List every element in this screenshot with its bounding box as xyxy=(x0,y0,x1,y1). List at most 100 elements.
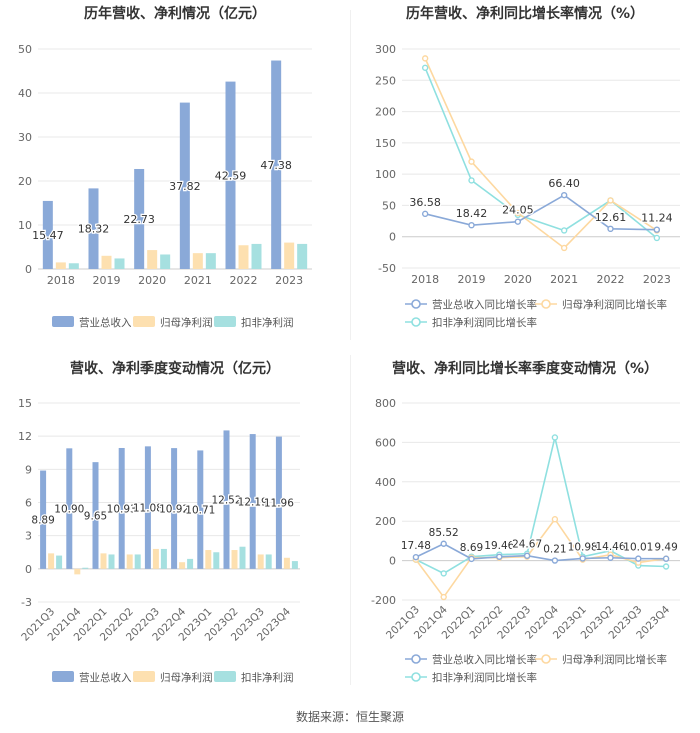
y-tick-label: 0 xyxy=(25,263,32,276)
data-label: 10.71 xyxy=(185,505,215,517)
x-tick-label: 2020 xyxy=(504,273,532,286)
bar-revenue xyxy=(179,102,190,269)
data-label: 18.32 xyxy=(78,223,110,236)
y-tick-label: 50 xyxy=(18,43,32,56)
data-label: 11.96 xyxy=(264,498,294,510)
x-tick-label: 2020 xyxy=(138,274,166,287)
bar-revenue xyxy=(225,81,236,269)
bar-net-profit xyxy=(205,550,212,569)
data-label: 15.47 xyxy=(32,229,64,242)
bar-deducted-profit xyxy=(160,254,171,269)
y-tick-label: 150 xyxy=(375,137,396,150)
line-point xyxy=(607,197,614,204)
y-tick-label: -200 xyxy=(371,594,396,607)
data-label: 36.58 xyxy=(409,196,441,209)
legend-swatch xyxy=(133,316,155,327)
bar-deducted-profit xyxy=(297,243,308,269)
x-tick-label: 2018 xyxy=(411,273,439,286)
chart-svg: 历年营收、净利同比增长率情况（%） -50 0 50 100 150 200 250 300 20… xyxy=(375,5,680,329)
x-tick-label: 2023 xyxy=(275,274,303,287)
line-point xyxy=(496,553,503,560)
legend-label: 归母净利润同比增长率 xyxy=(562,298,667,311)
bar-net-profit xyxy=(257,554,264,569)
line-point xyxy=(468,555,475,563)
y-tick-label: 250 xyxy=(375,74,396,87)
bar-revenue xyxy=(88,188,99,269)
bar-net-profit xyxy=(147,250,158,269)
line-point xyxy=(560,227,568,234)
x-tick-label: 2022 xyxy=(597,273,625,286)
line-point xyxy=(440,570,447,577)
annual-growth-rate-chart: 历年营收、净利同比增长率情况（%） -50 0 50 100 150 200 250 300 20… xyxy=(350,0,700,345)
chart-svg: 历年营收、净利情况（亿元） 0 10 20 30 40 50 2018 2019 2020 2021… xyxy=(18,5,312,329)
y-tick-label: 30 xyxy=(18,131,32,144)
legend-swatch xyxy=(52,316,74,327)
data-label: 12.61 xyxy=(595,211,627,224)
y-tick-label: 600 xyxy=(375,436,396,449)
y-tick-label: 20 xyxy=(18,175,32,188)
data-label: 47.38 xyxy=(260,159,292,172)
bar-deducted-profit xyxy=(56,555,63,569)
chart-title: 营收、净利季度变动情况（亿元） xyxy=(70,360,280,377)
bar-deducted-profit xyxy=(82,567,89,569)
y-tick-label: 200 xyxy=(375,106,396,119)
line-point xyxy=(440,540,447,547)
y-tick-label: 6 xyxy=(25,497,32,510)
bar-revenue xyxy=(134,168,145,269)
line-point xyxy=(421,64,429,71)
legend-label: 归母净利润同比增长率 xyxy=(562,653,667,666)
data-label: 17.48 xyxy=(401,540,431,552)
data-label: 8.69 xyxy=(460,542,483,554)
y-tick-label: 400 xyxy=(375,476,396,489)
line-point xyxy=(421,210,429,218)
bar-deducted-profit xyxy=(108,554,115,569)
line-point xyxy=(412,553,420,561)
legend-swatch xyxy=(133,671,155,682)
data-label: 11.08 xyxy=(133,503,163,515)
bar-deducted-profit xyxy=(160,548,167,569)
y-tick-label: 0 xyxy=(389,555,396,568)
legend-label: 营业总收入同比增长率 xyxy=(432,653,537,666)
legend-label: 归母净利润 xyxy=(160,316,213,329)
line-point xyxy=(421,55,429,62)
data-source: 数据来源：恒生聚源 xyxy=(295,710,404,724)
x-tick-label: 2022 xyxy=(230,274,258,287)
data-label: 9.49 xyxy=(654,542,677,554)
x-tick-label: 2019 xyxy=(93,274,121,287)
chart-svg: 营收、净利季度变动情况（亿元）-3036912152021Q32021Q4202… xyxy=(18,360,300,684)
y-tick-label: 40 xyxy=(18,87,32,100)
line-point xyxy=(551,434,559,441)
chart-svg: 营收、净利同比增长率季度变动情况（%）-20002004006008002021… xyxy=(371,360,680,684)
data-label: 10.90 xyxy=(54,504,84,516)
bar-net-profit xyxy=(179,562,186,569)
data-label: 19.46 xyxy=(484,540,514,552)
bar-net-profit xyxy=(238,245,249,269)
legend-marker xyxy=(541,299,551,309)
line-deducted-profit-growth xyxy=(424,67,658,239)
y-tick-label: -50 xyxy=(378,262,396,275)
data-label: 12.19 xyxy=(238,496,268,508)
bar-revenue xyxy=(275,436,282,569)
legend-label: 扣非净利润同比增长率 xyxy=(432,316,537,329)
data-label: 85.52 xyxy=(429,527,459,539)
data-label: 10.93 xyxy=(107,503,137,515)
data-label: 42.59 xyxy=(215,169,247,182)
bar-net-profit xyxy=(126,554,133,569)
data-label: 9.65 xyxy=(84,510,107,522)
bar-revenue xyxy=(92,462,99,569)
data-label: 22.73 xyxy=(123,213,155,226)
x-tick-label: 2018 xyxy=(47,274,75,287)
line-point xyxy=(662,555,670,562)
bar-net-profit xyxy=(231,550,238,569)
bar-deducted-profit xyxy=(114,258,125,269)
data-label: 66.40 xyxy=(548,177,580,190)
legend-label: 扣非净利润 xyxy=(241,316,294,329)
data-label: 10.98 xyxy=(568,541,598,553)
line-point xyxy=(653,226,661,233)
line-point xyxy=(560,191,568,199)
bar-revenue xyxy=(197,450,204,569)
chart-title: 历年营收、净利同比增长率情况（%） xyxy=(406,5,644,22)
line-point xyxy=(523,552,531,559)
quarterly-growth-rate-chart: 营收、净利同比增长率季度变动情况（%） -200 0 200 400 600 800 2021… xyxy=(350,355,700,700)
divider xyxy=(350,10,351,340)
